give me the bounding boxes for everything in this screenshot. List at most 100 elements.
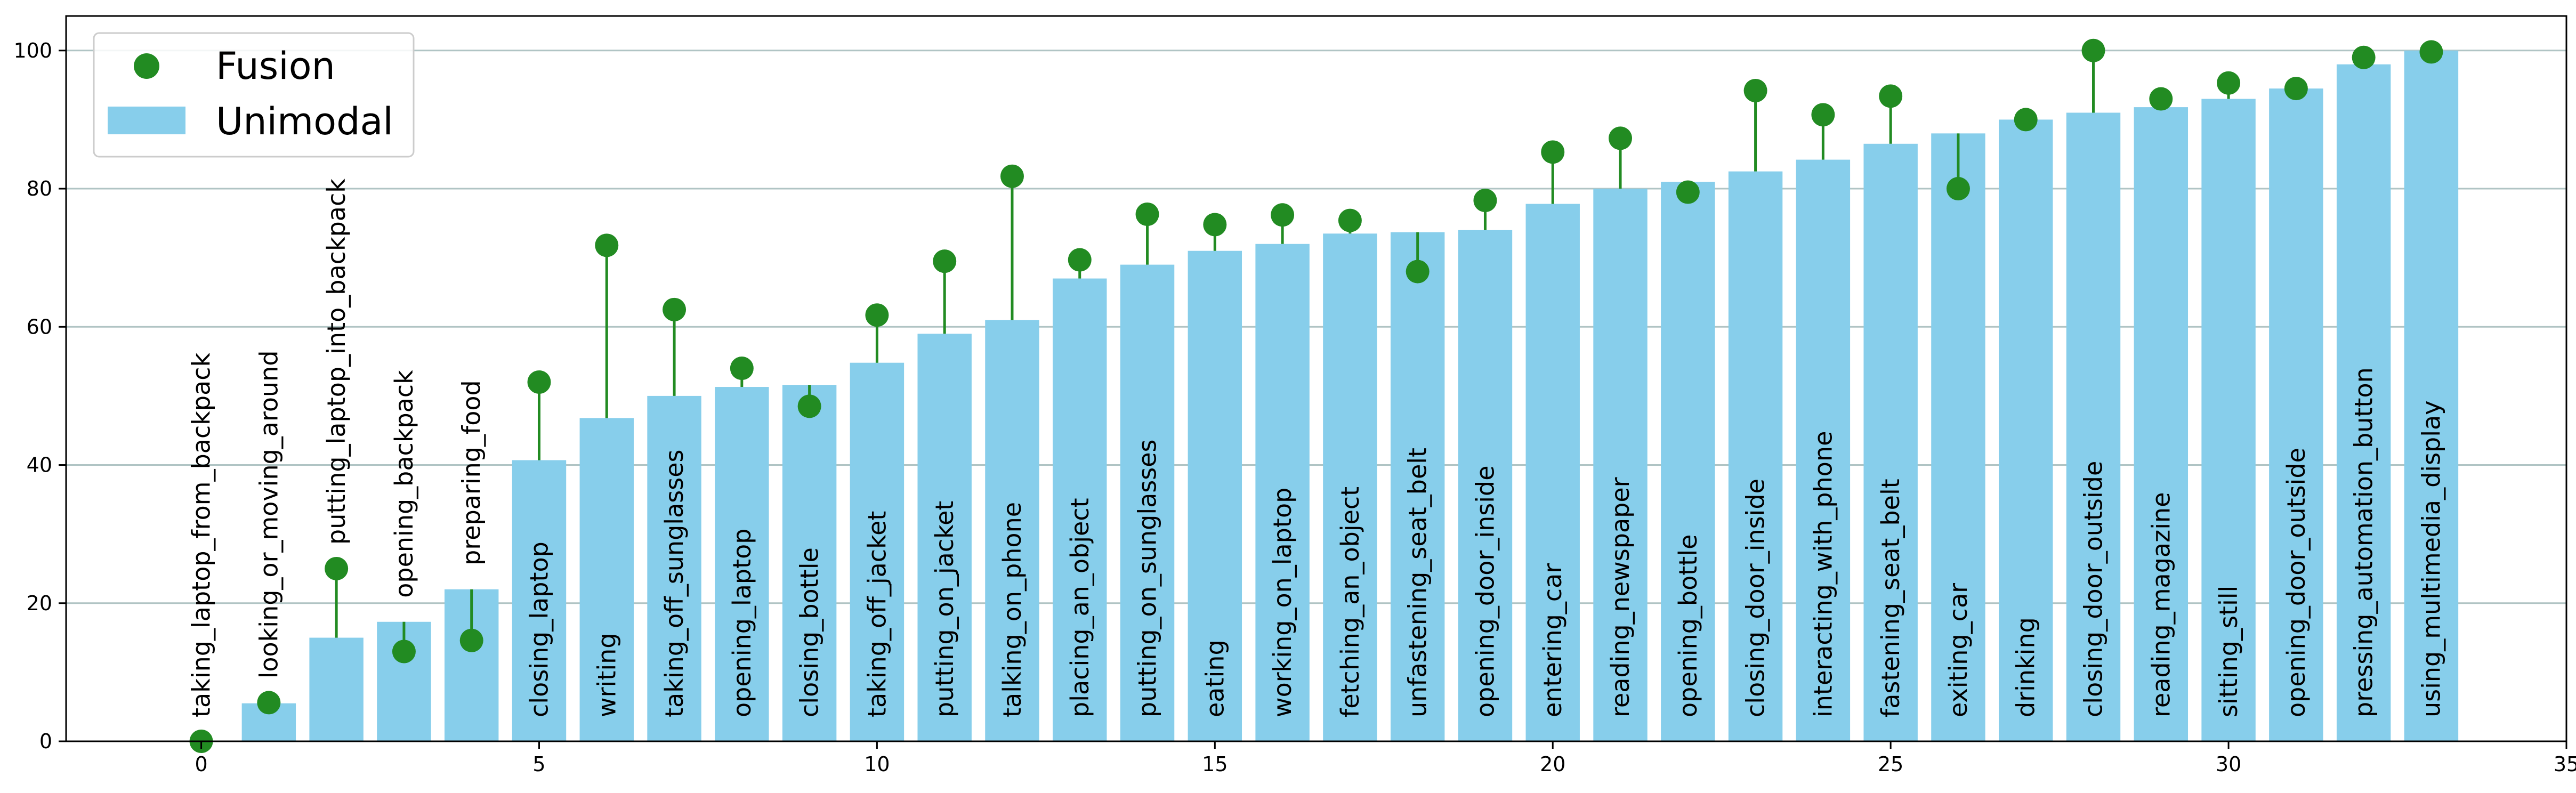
point-talking_on_phone bbox=[1000, 164, 1024, 188]
point-closing_door_outside bbox=[2081, 38, 2105, 62]
point-closing_laptop bbox=[527, 370, 551, 394]
point-exiting_car bbox=[1946, 177, 1970, 201]
y-tick-label-60: 60 bbox=[27, 315, 52, 338]
category-label-closing_laptop: closing_laptop bbox=[524, 541, 553, 717]
plot-frame bbox=[65, 15, 2567, 742]
grid-lines bbox=[66, 50, 2566, 604]
bar-interacting_with_phone bbox=[1796, 159, 1851, 741]
y-tick-label-80: 80 bbox=[27, 177, 52, 200]
bar-putting_on_sunglasses bbox=[1120, 264, 1175, 742]
point-placing_an_object bbox=[1068, 248, 1092, 272]
category-label-interacting_with_phone: interacting_with_phone bbox=[1808, 431, 1837, 717]
point-unfastening_seat_belt bbox=[1406, 260, 1430, 284]
category-label-sitting_still: sitting_still bbox=[2214, 586, 2243, 717]
point-putting_laptop_into_backpack bbox=[325, 556, 349, 580]
category-label-putting_on_sunglasses: putting_on_sunglasses bbox=[1133, 440, 1162, 718]
x-tick-label-0: 0 bbox=[195, 752, 207, 776]
point-taking_off_sunglasses bbox=[663, 297, 687, 321]
bar-entering_car bbox=[1525, 204, 1580, 741]
point-preparing_food bbox=[459, 628, 483, 652]
bar-eating bbox=[1188, 250, 1242, 741]
bar-drinking bbox=[1999, 119, 2053, 741]
category-label-opening_laptop: opening_laptop bbox=[728, 529, 756, 717]
point-pressing_automation_button bbox=[2352, 45, 2376, 69]
legend: Fusion Unimodal bbox=[93, 32, 415, 158]
bar-putting_laptop_into_backpack bbox=[309, 637, 364, 741]
bar-exiting_car bbox=[1931, 133, 1985, 741]
point-opening_door_outside bbox=[2284, 77, 2308, 101]
category-label-using_multimedia_display: using_multimedia_display bbox=[2417, 401, 2445, 717]
category-label-looking_or_moving_around: looking_or_moving_around bbox=[254, 350, 283, 678]
bar-opening_laptop bbox=[715, 387, 769, 741]
bar-talking_on_phone bbox=[985, 320, 1039, 741]
bar-reading_magazine bbox=[2134, 107, 2189, 741]
category-label-writing: writing bbox=[592, 633, 621, 717]
point-eating bbox=[1203, 213, 1227, 237]
category-label-opening_door_outside: opening_door_outside bbox=[2282, 448, 2311, 717]
point-using_multimedia_display bbox=[2419, 40, 2443, 64]
category-label-pressing_automation_button: pressing_automation_button bbox=[2349, 367, 2378, 717]
point-fetching_an_object bbox=[1338, 208, 1362, 232]
bar-closing_bottle bbox=[782, 385, 837, 741]
bar-fastening_seat_belt bbox=[1863, 143, 1918, 742]
y-tick-label-100: 100 bbox=[13, 39, 52, 62]
category-labels: taking_laptop_from_backpack looking_or_mo… bbox=[187, 179, 2446, 717]
point-opening_laptop bbox=[730, 357, 754, 381]
point-opening_door_inside bbox=[1473, 189, 1497, 213]
fusion-points bbox=[189, 38, 2443, 753]
x-tick-label-35: 35 bbox=[2554, 752, 2576, 776]
x-tick-label-5: 5 bbox=[532, 752, 545, 776]
point-working_on_laptop bbox=[1271, 203, 1295, 227]
category-label-unfastening_seat_belt: unfastening_seat_belt bbox=[1403, 448, 1432, 717]
bar-reading_newspaper bbox=[1593, 189, 1648, 741]
bar-putting_on_jacket bbox=[917, 334, 972, 741]
bar-placing_an_object bbox=[1053, 278, 1107, 741]
category-label-working_on_laptop: working_on_laptop bbox=[1268, 488, 1297, 717]
category-label-taking_off_jacket: taking_off_jacket bbox=[862, 511, 891, 717]
y-tick-label-40: 40 bbox=[27, 454, 52, 477]
x-tick-label-15: 15 bbox=[1202, 752, 1228, 776]
legend-unimodal-label: Unimodal bbox=[216, 100, 393, 143]
category-label-taking_laptop_from_backpack: taking_laptop_from_backpack bbox=[187, 352, 216, 717]
point-closing_door_inside bbox=[1743, 78, 1767, 102]
x-tick-label-20: 20 bbox=[1540, 752, 1565, 776]
point-sitting_still bbox=[2217, 71, 2241, 95]
bar-pressing_automation_button bbox=[2336, 64, 2391, 742]
point-looking_or_moving_around bbox=[257, 691, 281, 715]
y-tick-label-20: 20 bbox=[27, 592, 52, 615]
bar-taking_off_sunglasses bbox=[647, 395, 701, 741]
x-tick-label-10: 10 bbox=[864, 752, 890, 776]
category-label-taking_off_sunglasses: taking_off_sunglasses bbox=[660, 450, 689, 717]
category-label-putting_laptop_into_backpack: putting_laptop_into_backpack bbox=[322, 179, 351, 545]
category-label-eating: eating bbox=[1200, 640, 1229, 717]
bar-writing bbox=[579, 418, 634, 741]
bar-closing_laptop bbox=[512, 460, 567, 741]
bar-closing_door_outside bbox=[2066, 112, 2121, 741]
category-label-placing_an_object: placing_an_object bbox=[1065, 498, 1094, 717]
bar-opening_door_outside bbox=[2269, 88, 2323, 742]
bar-fetching_an_object bbox=[1323, 233, 1377, 741]
x-tick-label-30: 30 bbox=[2216, 752, 2241, 776]
bar-opening_door_inside bbox=[1458, 230, 1513, 741]
legend-fusion-label: Fusion bbox=[216, 44, 335, 88]
point-writing bbox=[595, 233, 619, 257]
axes: 0 20 40 60 80 100 0 5 10 15 20 25 30 35 bbox=[13, 39, 2576, 776]
category-label-reading_magazine: reading_magazine bbox=[2146, 492, 2175, 718]
point-entering_car bbox=[1541, 140, 1565, 164]
bar-opening_bottle bbox=[1661, 182, 1715, 742]
category-label-opening_door_inside: opening_door_inside bbox=[1471, 465, 1499, 717]
point-closing_bottle bbox=[797, 394, 821, 418]
point-reading_magazine bbox=[2149, 87, 2173, 111]
legend-fusion-marker bbox=[134, 53, 159, 79]
category-label-closing_door_outside: closing_door_outside bbox=[2079, 461, 2108, 717]
category-label-closing_bottle: closing_bottle bbox=[795, 547, 824, 717]
category-label-entering_car: entering_car bbox=[1538, 563, 1567, 717]
category-label-closing_door_inside: closing_door_inside bbox=[1741, 479, 1770, 717]
point-putting_on_jacket bbox=[933, 249, 957, 273]
category-label-fastening_seat_belt: fastening_seat_belt bbox=[1876, 479, 1905, 717]
bar-sitting_still bbox=[2201, 99, 2256, 742]
category-label-opening_bottle: opening_bottle bbox=[1674, 535, 1702, 717]
category-label-opening_backpack: opening_backpack bbox=[390, 370, 418, 598]
category-label-reading_newspaper: reading_newspaper bbox=[1606, 477, 1635, 717]
